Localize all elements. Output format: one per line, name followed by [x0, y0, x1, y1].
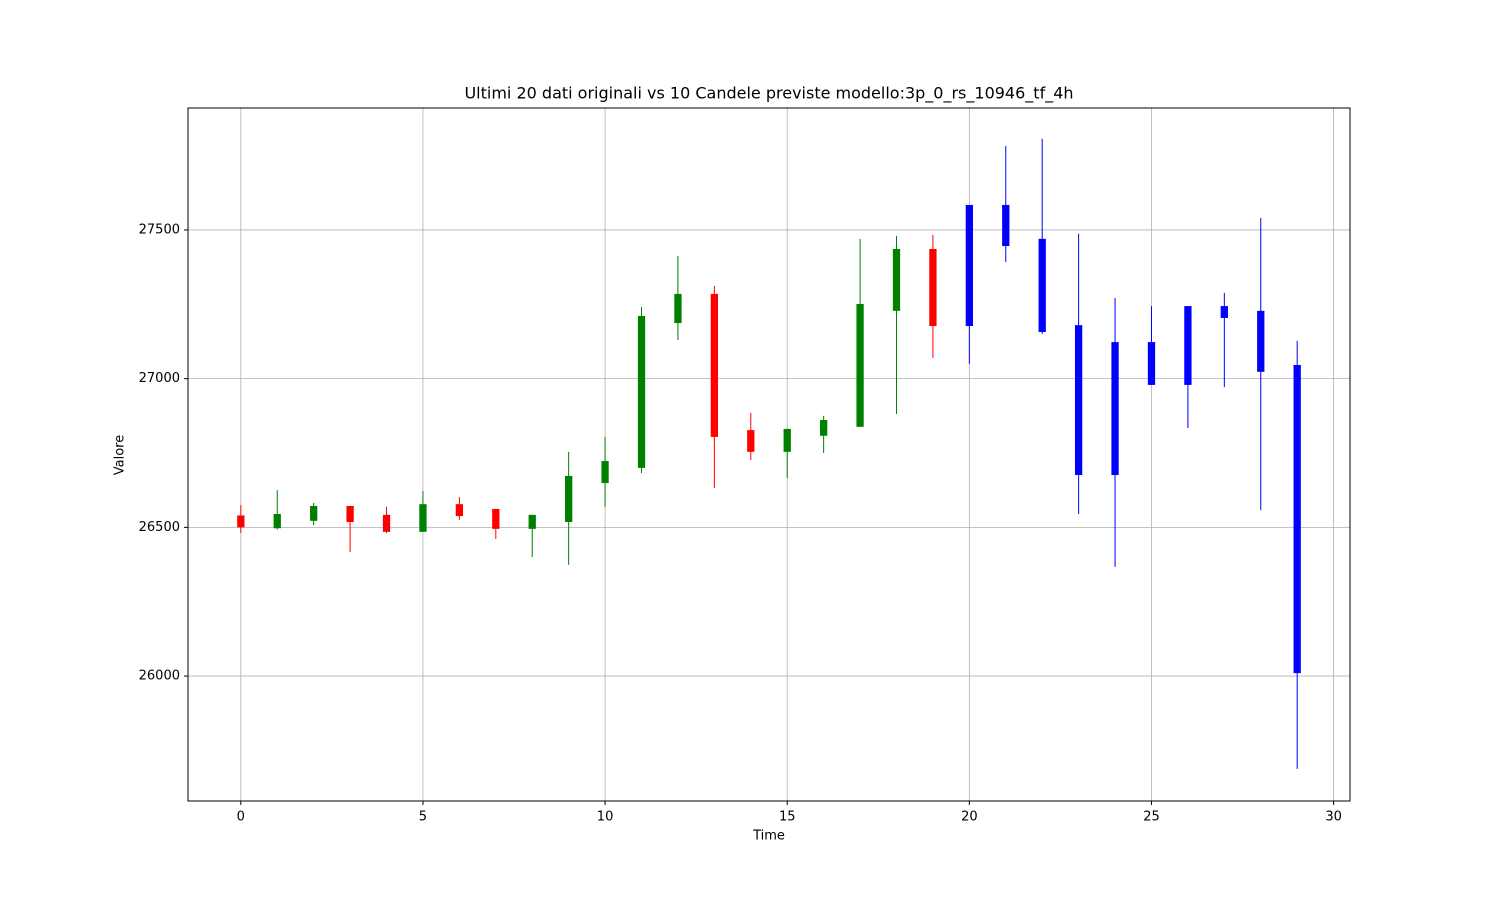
y-tick-label: 27000 — [139, 371, 180, 386]
x-axis-label: Time — [752, 829, 785, 844]
candle-body — [237, 515, 245, 528]
chart-title: Ultimi 20 dati originali vs 10 Candele p… — [464, 84, 1073, 104]
y-tick-label: 26000 — [139, 669, 180, 684]
candle-body — [346, 505, 354, 523]
candle-body — [1184, 306, 1192, 385]
y-axis-label: Valore — [113, 435, 128, 475]
y-tick-label: 26500 — [139, 520, 180, 535]
candle-body — [601, 461, 609, 484]
x-tick-label: 20 — [961, 810, 978, 825]
candle-body — [455, 504, 464, 517]
x-tick-label: 30 — [1325, 810, 1342, 825]
candle-body — [273, 513, 281, 529]
candle-body — [965, 204, 973, 327]
x-tick-label: 0 — [237, 810, 245, 825]
candle-body — [1038, 238, 1046, 332]
candle-body — [819, 419, 828, 436]
x-tick-label: 10 — [597, 810, 614, 825]
candle-body — [710, 293, 719, 437]
candle-body — [1147, 342, 1156, 385]
plot-frame — [187, 107, 1351, 802]
candle-body — [747, 430, 755, 452]
candle-body — [1111, 342, 1119, 476]
candle-body — [1293, 364, 1301, 674]
candle-body — [419, 504, 427, 532]
y-tick-label: 27500 — [139, 222, 180, 237]
candle-body — [637, 315, 646, 468]
candle-body — [1220, 306, 1228, 318]
candle-body — [856, 304, 864, 427]
candle-body — [929, 248, 937, 327]
x-tick-label: 25 — [1143, 810, 1160, 825]
x-tick-label: 5 — [419, 810, 427, 825]
candle-body — [492, 508, 500, 529]
candle-body — [674, 293, 682, 324]
candle-body — [310, 505, 318, 521]
candle-body — [892, 248, 901, 311]
candle-body — [1002, 204, 1010, 247]
candle-body — [382, 514, 391, 532]
candle-body — [528, 514, 536, 529]
candle-body — [1257, 310, 1265, 372]
candle-body — [783, 428, 791, 452]
candle-body — [565, 475, 573, 523]
candle-body — [1074, 325, 1083, 476]
x-tick-label: 15 — [779, 810, 796, 825]
